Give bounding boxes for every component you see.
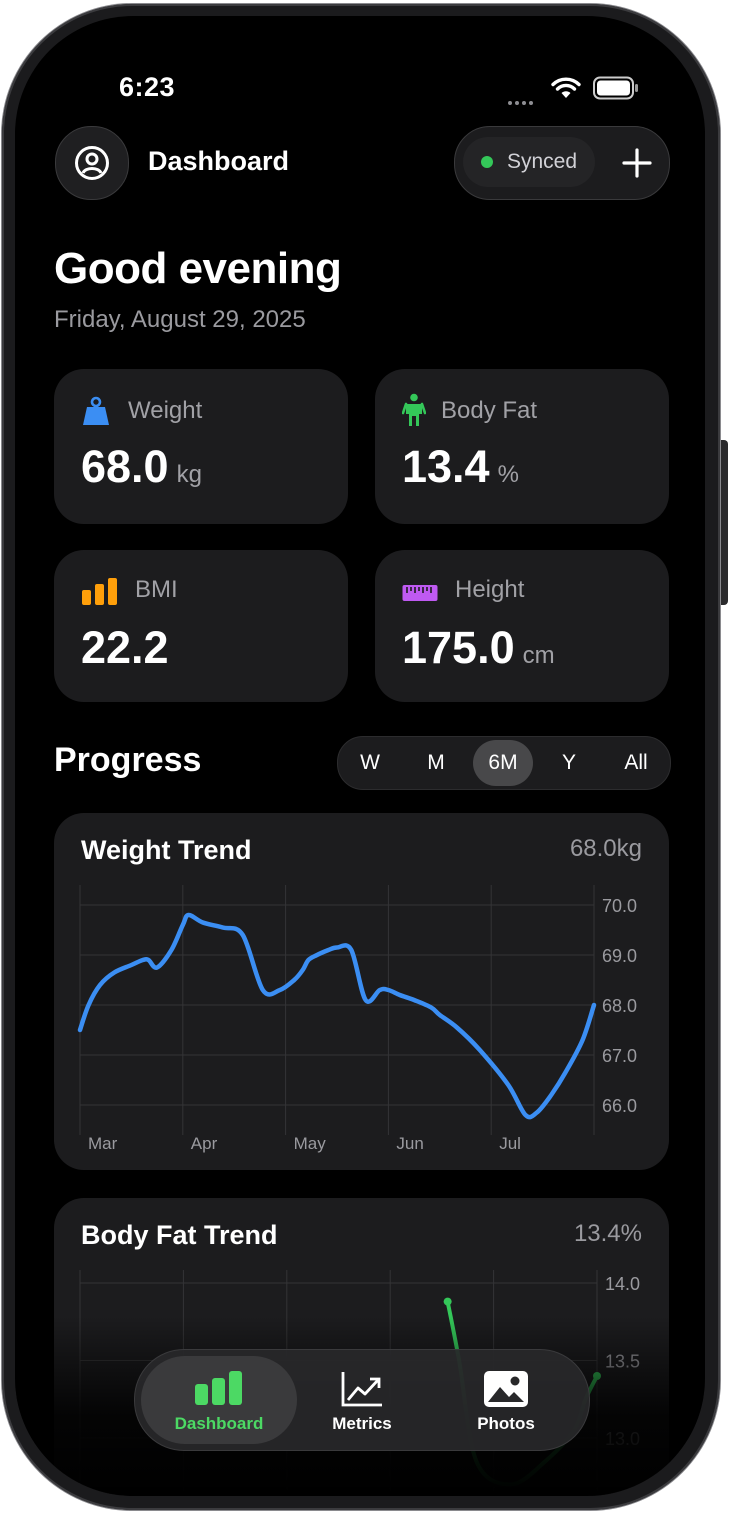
sync-status-dot bbox=[481, 156, 493, 168]
sync-status-button[interactable]: Synced bbox=[463, 137, 595, 187]
trend-chart-icon bbox=[341, 1372, 382, 1407]
add-icon[interactable] bbox=[621, 147, 653, 179]
tab-dashboard[interactable]: Dashboard bbox=[141, 1356, 297, 1444]
body-fat-value: 13.4% bbox=[402, 441, 519, 492]
body-fat-trend-title: Body Fat Trend bbox=[81, 1220, 278, 1250]
greeting-date: Friday, August 29, 2025 bbox=[54, 306, 306, 333]
status-time: 6:23 bbox=[119, 72, 176, 102]
x-tick-label: May bbox=[294, 1134, 327, 1153]
battery-icon bbox=[593, 76, 638, 100]
weight-trend-title: Weight Trend bbox=[81, 835, 252, 865]
y-tick-label: 68.0 bbox=[602, 996, 637, 1016]
y-tick-label: 66.0 bbox=[602, 1096, 637, 1116]
weight-value: 68.0 kg bbox=[81, 441, 202, 492]
height-label: Height bbox=[455, 576, 525, 603]
weight-unit: kg bbox=[176, 461, 202, 488]
dashboard-bars-icon bbox=[195, 1371, 242, 1405]
body-fat-trend-current: 13.4% bbox=[573, 1220, 642, 1247]
sync-status-label: Synced bbox=[507, 150, 578, 173]
range-6m-button[interactable]: 6M bbox=[473, 740, 533, 786]
wifi-icon bbox=[551, 77, 581, 98]
person-icon bbox=[402, 393, 426, 426]
weight-card[interactable]: Weight 68.0 kg bbox=[54, 369, 348, 524]
weight-trend-chart: 66.0 67.0 68.0 69.0 70.0 Mar Apr May Jun Jul bbox=[77, 885, 637, 1153]
greeting-title: Good evening bbox=[54, 244, 342, 293]
body-fat-unit: % bbox=[497, 461, 519, 488]
tab-dashboard-label: Dashboard bbox=[174, 1414, 264, 1433]
x-tick-label: Jul bbox=[499, 1134, 521, 1153]
profile-button[interactable] bbox=[55, 126, 129, 200]
ruler-icon bbox=[402, 585, 438, 601]
x-tick-label: Jun bbox=[396, 1134, 423, 1153]
screen: 6:23 Dashboard Synced Good evening Frida… bbox=[15, 16, 705, 1496]
y-tick-label: 69.0 bbox=[602, 946, 637, 966]
page-title: Dashboard bbox=[148, 146, 290, 176]
body-fat-label: Body Fat bbox=[441, 397, 538, 424]
tab-photos-label: Photos bbox=[477, 1414, 535, 1433]
time-range-selector: W M 6M Y All bbox=[337, 736, 671, 790]
y-tick-label: 70.0 bbox=[602, 896, 637, 916]
weight-icon bbox=[83, 396, 109, 425]
y-tick-label: 14.0 bbox=[605, 1274, 640, 1294]
bmi-value: 22.2 bbox=[81, 622, 169, 673]
cellular-signal-icon bbox=[508, 92, 538, 105]
tab-metrics[interactable]: Metrics bbox=[307, 1356, 417, 1444]
range-all-button[interactable]: All bbox=[624, 751, 648, 774]
progress-title: Progress bbox=[54, 741, 202, 779]
bmi-card[interactable]: BMI 22.2 bbox=[54, 550, 348, 702]
weight-label: Weight bbox=[128, 397, 203, 424]
weight-trend-card[interactable]: 66.0 67.0 68.0 69.0 70.0 Mar Apr May Jun Jul Weig… bbox=[54, 813, 669, 1170]
person-circle-icon bbox=[75, 146, 109, 180]
range-w-button[interactable]: W bbox=[360, 751, 380, 774]
height-card[interactable]: Height 175.0 cm bbox=[375, 550, 669, 702]
header-actions: Synced bbox=[454, 126, 670, 200]
x-tick-label: Mar bbox=[88, 1134, 118, 1153]
side-button bbox=[721, 440, 728, 605]
weight-trend-current: 68.0kg bbox=[569, 835, 642, 862]
tab-metrics-label: Metrics bbox=[332, 1414, 392, 1433]
range-y-button[interactable]: Y bbox=[561, 751, 576, 774]
photo-icon bbox=[484, 1371, 528, 1407]
height-value: 175.0 cm bbox=[402, 622, 555, 673]
bmi-label: BMI bbox=[135, 576, 178, 603]
range-m-button[interactable]: M bbox=[427, 751, 445, 774]
weight-series-line bbox=[77, 912, 597, 1120]
body-fat-point bbox=[443, 1297, 452, 1306]
bar-chart-icon bbox=[82, 578, 117, 605]
tab-photos[interactable]: Photos bbox=[451, 1356, 561, 1444]
body-fat-card[interactable]: Body Fat 13.4% bbox=[375, 369, 669, 524]
height-unit: cm bbox=[522, 642, 555, 669]
y-tick-label: 67.0 bbox=[602, 1046, 637, 1066]
x-tick-label: Apr bbox=[191, 1134, 218, 1153]
tab-bar: Dashboard Metrics Photos bbox=[134, 1349, 590, 1451]
